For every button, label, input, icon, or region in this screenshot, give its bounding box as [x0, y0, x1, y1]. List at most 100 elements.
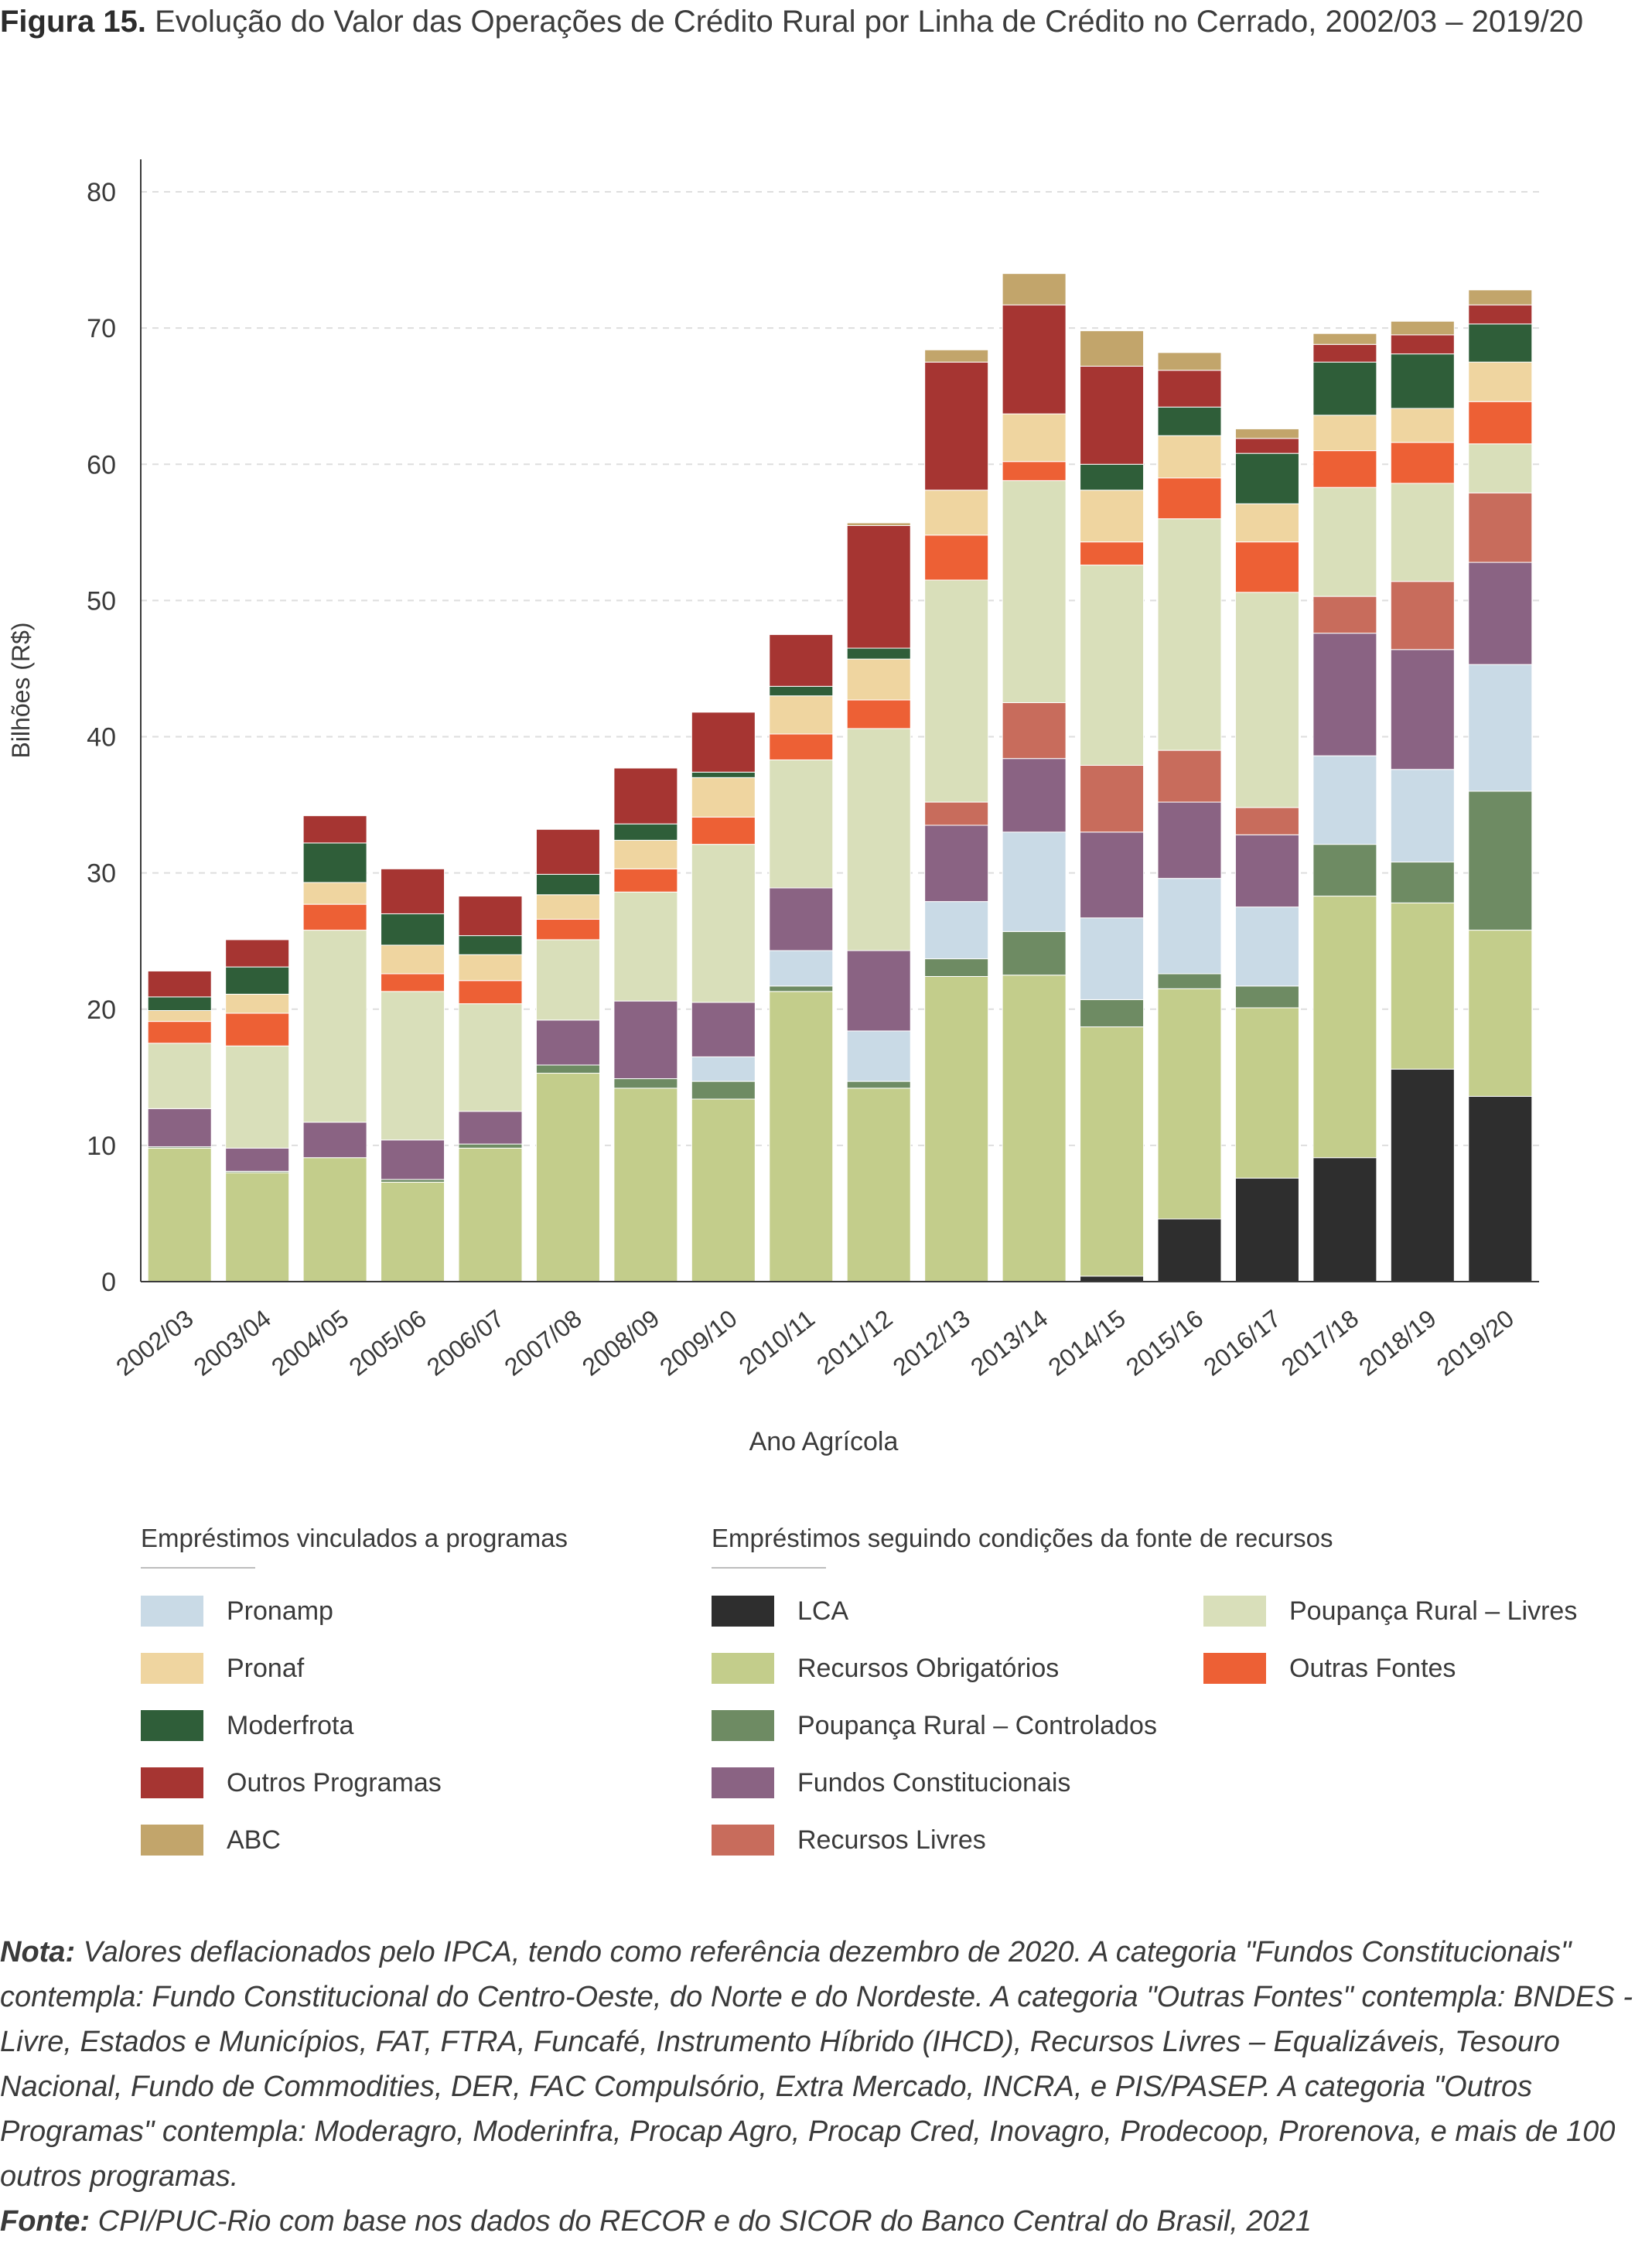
bar-segment — [1080, 565, 1145, 766]
bar-segment — [924, 901, 989, 960]
bar-segment — [1390, 353, 1455, 409]
legend-label: LCA — [797, 1596, 849, 1626]
bar-segment — [769, 985, 834, 992]
bar-segment — [846, 699, 911, 729]
bar-segment — [613, 767, 678, 825]
bar-segment — [147, 1108, 212, 1148]
legend-label: Outras Fontes — [1289, 1653, 1456, 1683]
bar-segment — [1234, 1177, 1299, 1282]
bar-stack — [1468, 289, 1533, 1282]
bar-segment — [302, 1157, 367, 1282]
bar-segment — [302, 1122, 367, 1159]
y-tick-labels: 0 10 20 30 40 50 60 70 80 — [87, 178, 116, 1297]
bar-segment — [846, 525, 911, 649]
bar-segment — [1080, 831, 1145, 919]
bar-segment — [846, 647, 911, 660]
bar-segment — [613, 868, 678, 893]
bar-segment — [1002, 461, 1067, 481]
bar-segment — [535, 939, 600, 1021]
bar-stack — [225, 939, 290, 1282]
y-tick-label: 80 — [87, 178, 116, 207]
y-axis-label: Bilhões (R$) — [7, 622, 35, 758]
legend-item: Poupança Rural – Controlados — [712, 1710, 1157, 1741]
x-tick-label: 2002/03 — [111, 1304, 198, 1381]
bar-segment — [225, 993, 290, 1014]
bar-segment — [381, 1139, 445, 1180]
bar-segment — [1312, 1157, 1377, 1282]
bar-segment — [1312, 633, 1377, 756]
legend-label: Fundos Constitucionais — [797, 1767, 1071, 1798]
bar-segment — [147, 1043, 212, 1109]
bar-segment — [769, 633, 834, 687]
legend-group1-rule — [141, 1567, 255, 1569]
bar-segment — [1468, 492, 1533, 563]
bar-segment — [1002, 273, 1067, 306]
bar-segment — [769, 991, 834, 1282]
bar-stack — [613, 767, 678, 1282]
bar-segment — [769, 695, 834, 735]
x-tick-label: 2003/04 — [189, 1304, 276, 1381]
bar-segment — [1080, 999, 1145, 1028]
bar-segment — [1390, 581, 1455, 650]
bar-segment — [302, 815, 367, 844]
y-tick-label: 30 — [87, 859, 116, 889]
bar-segment — [381, 1181, 445, 1282]
bar-segment — [1080, 1026, 1145, 1277]
bar-segment — [846, 728, 911, 951]
bar-segment — [1234, 452, 1299, 504]
bar-segment — [1390, 649, 1455, 770]
bar-stack — [769, 633, 834, 1282]
y-tick-label: 10 — [87, 1132, 116, 1161]
legend-swatch — [141, 1596, 203, 1627]
bar-segment — [769, 759, 834, 889]
bar-segment — [1234, 592, 1299, 808]
bar-segment — [613, 891, 678, 1002]
bar-segment — [1080, 764, 1145, 833]
bar-stack — [302, 815, 367, 1282]
bar-segment — [302, 930, 367, 1123]
bar-segment — [458, 980, 523, 1005]
x-tick-label: 2009/10 — [654, 1304, 742, 1381]
bar-segment — [1234, 438, 1299, 454]
bar-stack — [1080, 330, 1145, 1282]
bar-segment — [1468, 1095, 1533, 1282]
bar-stack — [1234, 428, 1299, 1282]
legend-label: Recursos Livres — [797, 1825, 986, 1855]
bar-segment — [381, 913, 445, 946]
axes — [140, 159, 1539, 1282]
bar-segment — [1312, 896, 1377, 1159]
bar-segment — [225, 1045, 290, 1149]
bar-segment — [613, 1087, 678, 1282]
bar-segment — [1468, 323, 1533, 363]
figure-number: Figura 15. — [0, 5, 146, 39]
bar-segment — [924, 579, 989, 803]
x-tick-label: 2008/09 — [577, 1304, 664, 1381]
bar-segment — [924, 975, 989, 1282]
legend-item: Poupança Rural – Livres — [1203, 1596, 1577, 1627]
bar-segment — [225, 1012, 290, 1046]
bar-segment — [1468, 930, 1533, 1097]
bar-segment — [1390, 862, 1455, 903]
bar-segment — [1002, 304, 1067, 415]
bar-segment — [381, 991, 445, 1141]
bar-stack — [535, 828, 600, 1282]
bar-segment — [535, 1073, 600, 1282]
bar-segment — [225, 966, 290, 995]
y-tick-label: 20 — [87, 995, 116, 1025]
legend-group2-rule — [712, 1567, 826, 1569]
bar-segment — [846, 1030, 911, 1082]
legend-swatch — [712, 1710, 774, 1741]
legend-item: Fundos Constitucionais — [712, 1767, 1070, 1798]
bar-segment — [381, 868, 445, 914]
bar-segment — [302, 903, 367, 931]
bar-segment — [1157, 352, 1222, 371]
bar-segment — [1312, 755, 1377, 845]
x-tick-label: 2013/14 — [965, 1304, 1053, 1381]
bar-stack — [924, 349, 989, 1282]
bar-segment — [613, 823, 678, 841]
bar-segment — [458, 896, 523, 937]
x-tick-label: 2005/06 — [344, 1304, 432, 1381]
bar-segment — [846, 950, 911, 1032]
x-tick-label: 2011/12 — [811, 1304, 897, 1380]
legend-swatch — [712, 1825, 774, 1856]
